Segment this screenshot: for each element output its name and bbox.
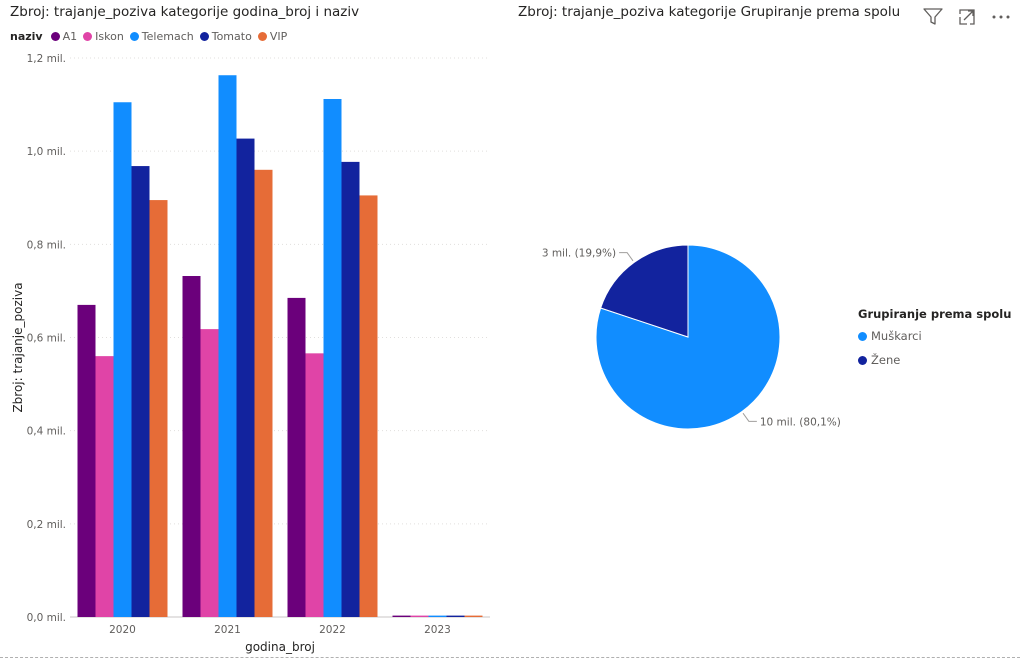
bar-tomato-2022[interactable] bbox=[341, 161, 360, 617]
legend-item-tomato[interactable]: Tomato bbox=[199, 30, 252, 43]
bar-a1-2021[interactable] bbox=[182, 276, 201, 617]
y-axis-title: Zbroj: trajanje_poziva bbox=[11, 282, 25, 412]
legend-label: VIP bbox=[269, 30, 288, 43]
more-options-button[interactable] bbox=[990, 6, 1012, 28]
legend-title: naziv bbox=[10, 30, 43, 43]
x-tick-label: 2022 bbox=[319, 624, 346, 636]
legend-swatch bbox=[257, 32, 267, 41]
bar-telemach-2020[interactable] bbox=[113, 102, 132, 618]
legend-swatch bbox=[858, 355, 867, 365]
legend-swatch bbox=[50, 32, 60, 41]
bar-chart-title: Zbroj: trajanje_poziva kategorije godina… bbox=[10, 4, 360, 20]
pie-data-label: 3 mil. (19,9%) bbox=[542, 248, 616, 260]
page-bottom-border bbox=[0, 657, 1020, 658]
legend-label: Žene bbox=[871, 353, 901, 367]
focus-mode-button[interactable] bbox=[956, 6, 978, 28]
visual-header-toolbar bbox=[922, 6, 1012, 28]
y-tick-label: 0,6 mil. bbox=[27, 333, 66, 345]
y-tick-label: 0,2 mil. bbox=[27, 519, 66, 531]
focus-mode-icon bbox=[959, 9, 975, 25]
bar-chart-legend: naziv A1 Iskon Telemach Tomato VIP bbox=[10, 30, 293, 43]
y-tick-label: 0,0 mil. bbox=[27, 612, 66, 624]
bar-tomato-2023[interactable] bbox=[446, 615, 465, 617]
legend-item-a1[interactable]: A1 bbox=[50, 30, 78, 43]
filter-icon bbox=[923, 8, 943, 25]
x-axis-title: godina_broj bbox=[245, 640, 315, 654]
x-tick-label: 2020 bbox=[109, 624, 136, 636]
legend-item-telemach[interactable]: Telemach bbox=[129, 30, 194, 43]
more-options-icon bbox=[992, 15, 1010, 19]
bar-vip-2023[interactable] bbox=[464, 615, 483, 617]
legend-item-iskon[interactable]: Iskon bbox=[83, 30, 124, 43]
legend-label: A1 bbox=[62, 30, 78, 43]
legend-swatch bbox=[129, 32, 139, 41]
legend-swatch bbox=[858, 331, 867, 341]
legend-item-vip[interactable]: VIP bbox=[257, 30, 288, 43]
pie-chart-visual[interactable]: Zbroj: trajanje_poziva kategorije Grupir… bbox=[512, 0, 1020, 660]
bar-iskon-2023[interactable] bbox=[410, 615, 429, 617]
bar-iskon-2022[interactable] bbox=[305, 353, 324, 617]
legend-label: Muškarci bbox=[871, 329, 922, 343]
legend-label: Tomato bbox=[211, 30, 252, 43]
y-tick-label: 1,2 mil. bbox=[27, 53, 66, 65]
bar-a1-2022[interactable] bbox=[287, 297, 306, 617]
bar-telemach-2022[interactable] bbox=[323, 98, 342, 617]
bar-vip-2020[interactable] bbox=[149, 200, 168, 617]
pie-chart-legend: Grupiranje prema spolu Muškarci Žene bbox=[858, 307, 1011, 377]
bar-tomato-2020[interactable] bbox=[131, 166, 150, 617]
y-tick-label: 1,0 mil. bbox=[27, 146, 66, 158]
pie-slice-zene[interactable] bbox=[600, 244, 689, 338]
pie-chart-title: Zbroj: trajanje_poziva kategorije Grupir… bbox=[518, 4, 901, 20]
x-tick-label: 2023 bbox=[424, 624, 451, 636]
bar-vip-2022[interactable] bbox=[359, 195, 378, 617]
pie-leader-line bbox=[619, 252, 634, 262]
pie-legend-item-muskarci[interactable]: Muškarci bbox=[858, 329, 1011, 343]
legend-label: Iskon bbox=[95, 30, 124, 43]
bar-telemach-2021[interactable] bbox=[218, 75, 237, 617]
pie-legend-item-zene[interactable]: Žene bbox=[858, 353, 1011, 367]
bar-chart-visual[interactable]: Zbroj: trajanje_poziva kategorije godina… bbox=[0, 0, 512, 660]
bar-telemach-2023[interactable] bbox=[428, 615, 447, 617]
legend-swatch bbox=[199, 32, 209, 41]
bar-tomato-2021[interactable] bbox=[236, 138, 255, 617]
bar-iskon-2020[interactable] bbox=[95, 356, 114, 617]
y-tick-label: 0,8 mil. bbox=[27, 239, 66, 251]
y-tick-label: 0,4 mil. bbox=[27, 426, 66, 438]
pie-leader-line bbox=[742, 412, 757, 422]
legend-swatch bbox=[83, 32, 93, 41]
pie-legend-title: Grupiranje prema spolu bbox=[858, 307, 1012, 321]
filter-button[interactable] bbox=[922, 6, 944, 28]
bar-vip-2021[interactable] bbox=[254, 169, 273, 618]
bar-a1-2023[interactable] bbox=[392, 615, 411, 617]
bar-chart-plot[interactable]: 0,0 mil. 0,2 mil. 0,4 mil. 0,6 mil. 0,8 mil.… bbox=[0, 0, 512, 660]
x-tick-label: 2021 bbox=[214, 624, 241, 636]
pie-chart-plot[interactable]: 10 mil. (80,1%) 3 mil. (19,9%) bbox=[512, 0, 1020, 660]
pie-data-label: 10 mil. (80,1%) bbox=[760, 416, 841, 428]
bar-a1-2020[interactable] bbox=[77, 304, 96, 617]
bar-iskon-2021[interactable] bbox=[200, 329, 219, 617]
legend-label: Telemach bbox=[141, 30, 194, 43]
